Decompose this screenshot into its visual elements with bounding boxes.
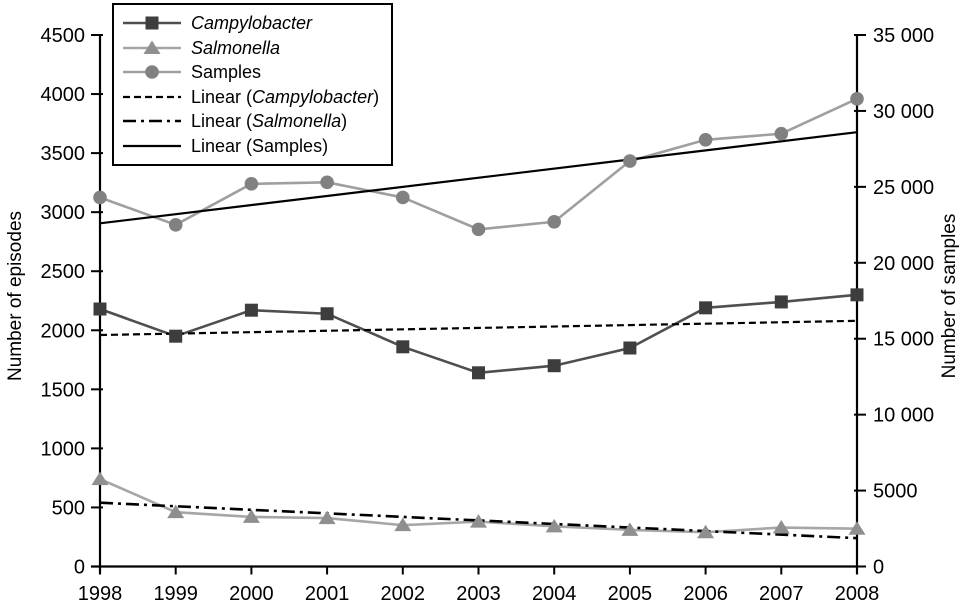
left-axis-tick-label: 2000 [41,320,86,342]
series-salmonella-marker [772,520,790,534]
legend-marker-salmonella [143,40,161,54]
legend-sample-salmonella [123,40,181,54]
x-axis-tick-label: 2001 [305,583,350,605]
series-salmonella-marker [470,514,487,528]
series-samples-marker [774,126,789,141]
right-axis-title: Number of samples [939,213,960,379]
legend-item-linear-samples: Linear (Samples) [123,134,379,159]
left-axis-tick-label: 1000 [41,438,86,460]
legend-sample-linear-campylobacter [123,95,181,98]
trendline-linear-salmonella [99,501,858,540]
series-salmonella-marker [318,510,336,525]
series-campylobacter-marker [774,295,788,309]
right-axis-tick-label: 0 [873,557,884,579]
right-axis-tick-label: 5000 [873,481,918,503]
right-axis-tick-label: 10 000 [873,405,934,427]
x-axis-tick-label: 2005 [608,583,653,605]
legend-sample-linear-salmonella [123,119,181,123]
series-salmonella-marker [394,517,412,532]
series-campylobacter-marker [699,301,713,315]
left-axis-tick-label: 3000 [41,202,86,224]
series-campylobacter-marker [169,329,183,343]
left-axis-tick-label: 4500 [41,25,86,47]
x-axis-tick-label: 2002 [381,583,426,605]
x-axis-tick-label: 2004 [532,583,577,605]
series-campylobacter-marker [93,302,107,316]
legend-item-campylobacter: Campylobacter [123,11,379,36]
series-samples-marker [93,190,107,205]
x-axis-tick-label: 2008 [835,583,880,605]
series-campylobacter-marker [850,288,864,302]
x-axis-tick-label: 2003 [456,583,501,605]
right-axis-tick-label: 35 000 [873,25,934,47]
left-axis-title: Number of episodes [5,210,26,382]
legend-label-campylobacter: Campylobacter [191,13,313,34]
legend-item-salmonella: Salmonella [123,36,379,61]
right-axis-tick-label: 20 000 [873,253,934,275]
legend: Campylobacter Salmonella Samples Linear (Ca… [112,3,394,166]
series-samples-marker [623,154,637,168]
trendline-linear-campylobacter [99,319,858,337]
series-salmonella-marker [621,522,639,536]
legend-label-linear-salmonella: Linear (Salmonella) [191,111,348,132]
left-axis-tick-label: 0 [74,557,85,579]
left-axis-tick-label: 500 [52,497,85,519]
left-axis-tick-label: 3500 [41,143,86,165]
legend-label-linear-campylobacter: Linear (Campylobacter) [191,86,380,107]
series-samples-marker [698,132,713,147]
left-axis-tick-label: 4000 [41,84,86,106]
series-campylobacter-marker [547,359,561,373]
series-samples-marker [168,218,183,232]
series-salmonella-marker [167,504,185,519]
legend-sample-samples [123,65,181,80]
right-axis-tick-label: 15 000 [873,329,934,351]
series-salmonella-marker [545,518,563,533]
series-samples-marker [547,214,561,229]
legend-item-linear-salmonella: Linear (Salmonella) [123,109,379,134]
legend-item-samples: Samples [123,60,379,85]
series-samples-marker [244,177,259,191]
x-axis-tick-label: 2000 [229,583,274,605]
series-campylobacter-marker [472,366,485,380]
series-salmonella-marker [848,521,866,535]
legend-label-samples: Samples [191,62,262,83]
legend-marker-campylobacter [145,16,159,30]
legend-sample-linear-samples [123,144,181,147]
trendline-linear-samples [99,131,858,225]
series-campylobacter-marker [396,340,410,354]
series-campylobacter-marker [320,307,334,321]
series-samples-marker [320,175,334,190]
series-salmonella-marker [242,509,260,523]
x-axis-tick-label: 2007 [759,583,804,605]
legend-sample-campylobacter [123,16,181,30]
series-salmonella-marker [697,524,715,539]
x-axis-tick-label: 1999 [153,583,198,605]
legend-marker-samples [145,65,159,80]
legend-label-salmonella: Salmonella [191,37,281,58]
series-samples-marker [471,222,486,237]
series-campylobacter-marker [623,341,637,355]
left-axis-tick-label: 1500 [41,379,86,401]
series-salmonella-marker [91,471,109,486]
x-axis-tick-label: 1998 [78,583,123,605]
legend-item-linear-campylobacter: Linear (Campylobacter) [123,85,379,110]
series-campylobacter-marker [244,303,258,317]
legend-label-linear-samples: Linear (Samples) [191,135,329,156]
x-axis-tick-label: 2006 [683,583,728,605]
right-axis-tick-label: 30 000 [873,101,934,123]
left-axis-tick-label: 2500 [41,261,86,283]
series-samples-marker [396,190,410,205]
series-samples-marker [850,91,864,106]
right-axis-tick-label: 25 000 [873,177,934,199]
